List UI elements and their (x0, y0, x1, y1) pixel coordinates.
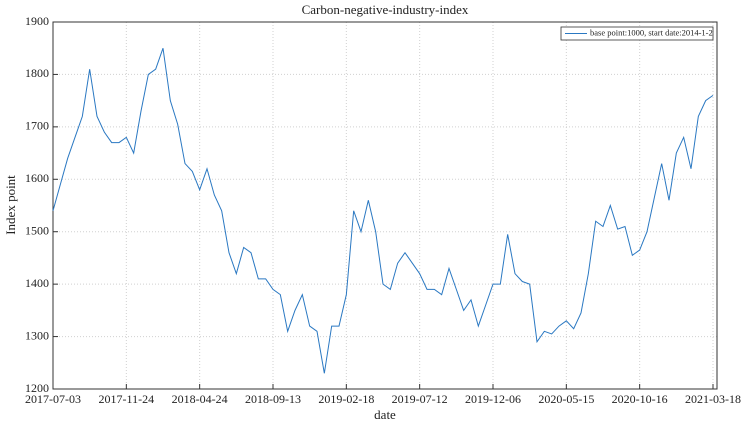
x-tick-label: 2019-07-12 (392, 392, 448, 406)
plot-frame (52, 21, 718, 390)
x-tick-label: 2019-12-06 (465, 392, 521, 406)
plot-area (53, 22, 717, 389)
y-tick-label: 1900 (25, 14, 49, 28)
x-tick-label: 2017-07-03 (25, 392, 81, 406)
y-axis-label: Index point (3, 175, 18, 235)
x-tick-label: 2020-05-15 (538, 392, 594, 406)
x-tick-label: 2017-11-24 (99, 392, 155, 406)
x-axis-label: date (374, 407, 396, 422)
x-tick-label: 2019-02-18 (318, 392, 374, 406)
y-tick-label: 1200 (25, 381, 49, 395)
x-tick-label: 2018-09-13 (245, 392, 301, 406)
y-tick-label: 1700 (25, 119, 49, 133)
y-tick-label: 1500 (25, 223, 49, 237)
x-tick-label: 2020-10-16 (612, 392, 668, 406)
x-tick-label: 2018-04-24 (172, 392, 228, 406)
y-tick-label: 1300 (25, 328, 49, 342)
y-tick-label: 1400 (25, 276, 49, 290)
chart-title: Carbon-negative-industry-index (302, 2, 469, 17)
x-tick-label: 2021-03-18 (685, 392, 741, 406)
y-tick-label: 1600 (25, 171, 49, 185)
line-series (52, 48, 714, 374)
legend-label: base point:1000, start date:2014-1-2 (590, 27, 713, 37)
y-tick-label: 1800 (25, 66, 49, 80)
legend-box (560, 26, 714, 41)
